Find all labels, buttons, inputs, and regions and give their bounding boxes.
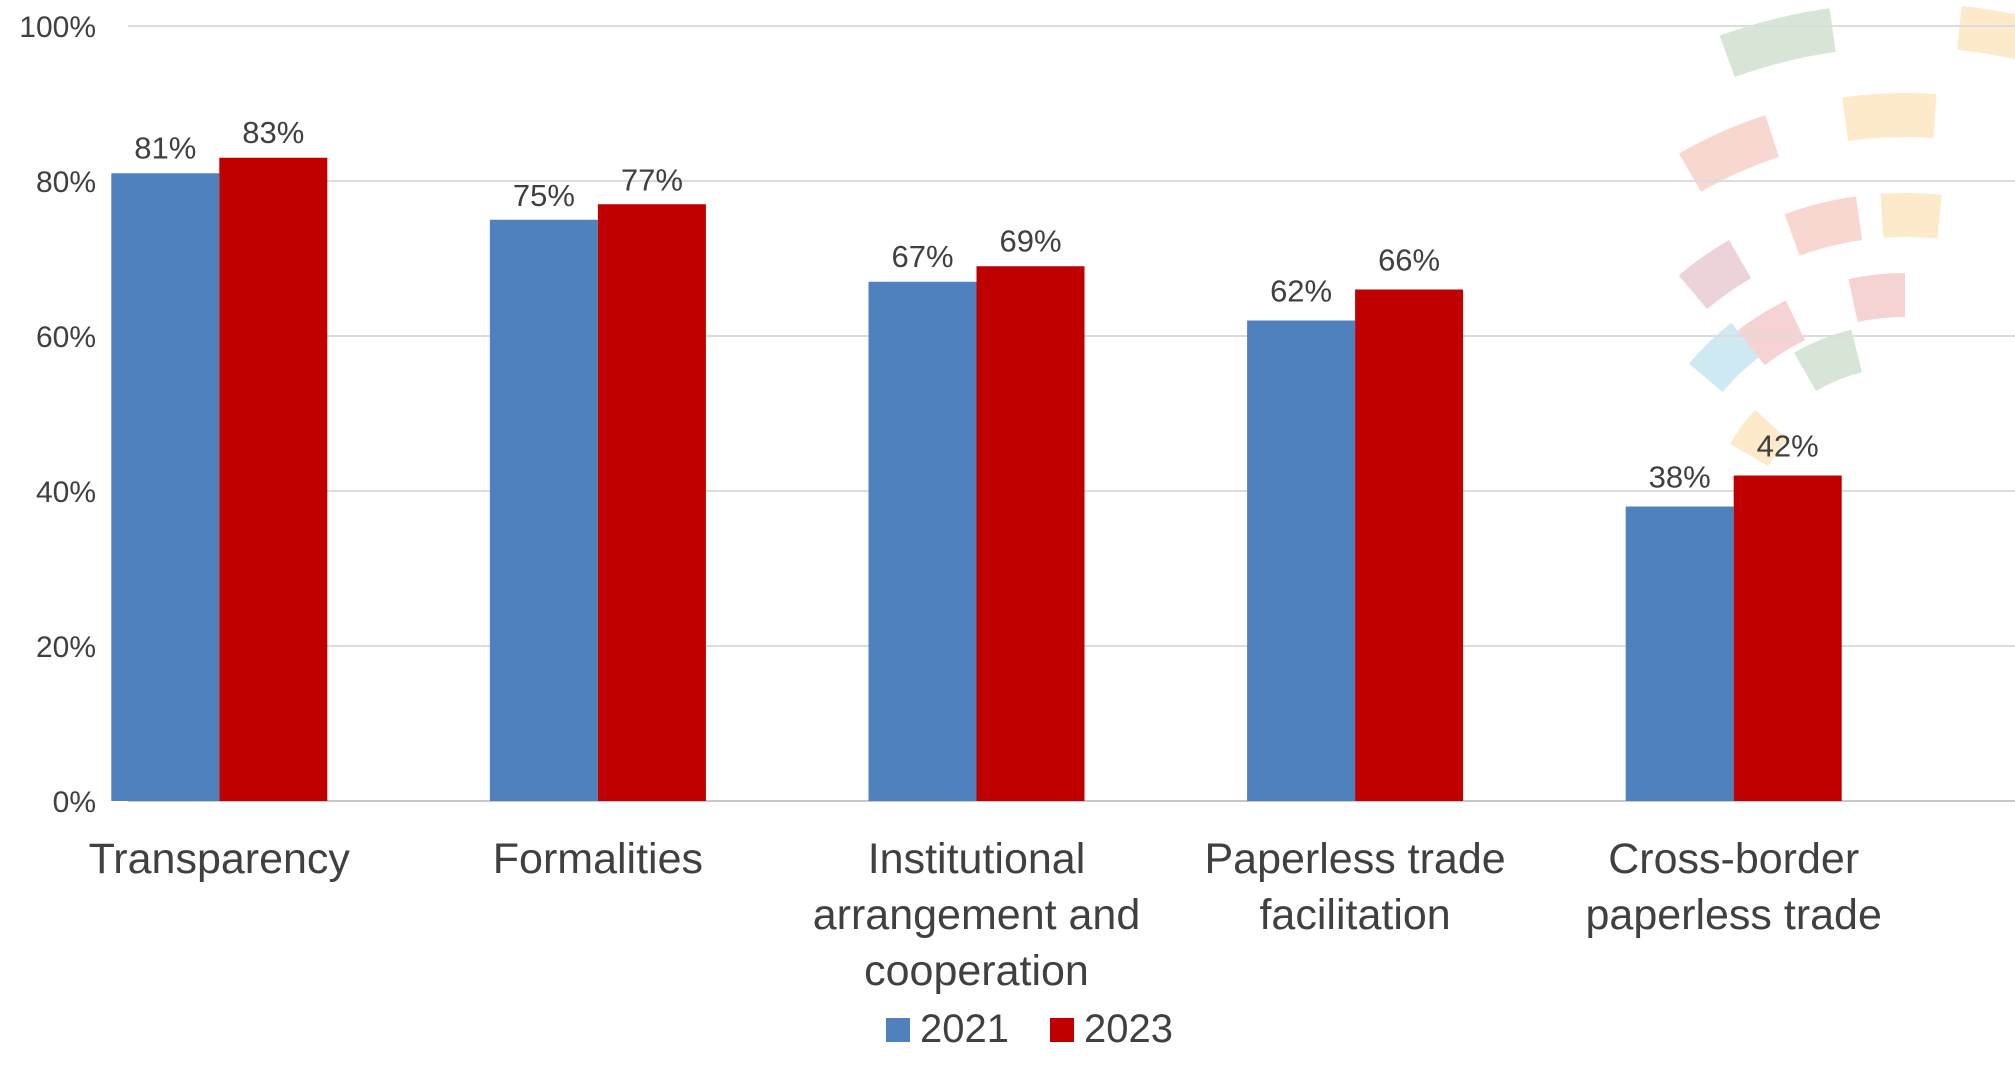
y-tick-label: 100% <box>19 11 96 44</box>
bars <box>111 157 1842 801</box>
data-label: 62% <box>1270 274 1332 309</box>
bar-2021-4 <box>1247 320 1356 801</box>
decorative-arc-1 <box>1956 5 2015 60</box>
data-labels: 81% 83% 75% 77% 67% 69% 62% 66% 38% 42% <box>134 115 1818 495</box>
y-tick-label: 0% <box>53 786 96 819</box>
x-tick-label: Transparency <box>89 835 351 883</box>
decorative-arc-9 <box>1794 329 1863 392</box>
bar-2023-5 <box>1733 475 1842 801</box>
x-tick-label: Institutional arrangement and cooperation <box>813 835 1141 995</box>
decorative-arc-3 <box>1679 115 1780 192</box>
decorative-arc-8 <box>1737 300 1806 366</box>
data-label: 42% <box>1757 429 1819 464</box>
x-tick-label: Cross-border paperless trade <box>1585 835 1881 939</box>
bar-2021-2 <box>489 219 598 801</box>
data-label: 75% <box>513 178 575 213</box>
bar-2021-1 <box>111 173 220 801</box>
x-tick-label: Formalities <box>493 835 703 883</box>
data-label: 69% <box>999 223 1061 258</box>
decorative-arc-2 <box>1842 93 1937 142</box>
data-label: 77% <box>621 162 683 197</box>
decorative-arc-4 <box>1784 196 1863 256</box>
data-label: 38% <box>1649 460 1711 495</box>
y-tick-label: 20% <box>36 631 96 664</box>
data-label: 81% <box>134 130 196 165</box>
legend-label: 2021 <box>920 1007 1009 1051</box>
bar-2023-3 <box>976 266 1085 801</box>
y-axis: 0% 20% 40% 60% 80% 100% <box>19 11 96 819</box>
data-label: 66% <box>1378 243 1440 278</box>
decorative-arcs <box>1678 5 2015 467</box>
decorative-arc-0 <box>1719 8 1836 78</box>
decorative-arc-10 <box>1848 273 1906 323</box>
y-tick-label: 40% <box>36 476 96 509</box>
bar-2023-4 <box>1355 289 1464 801</box>
legend-swatch-2023 <box>1050 1018 1074 1042</box>
data-label: 83% <box>242 115 304 150</box>
data-label: 67% <box>891 239 953 274</box>
x-tick-label: Paperless trade facilitation <box>1205 835 1506 939</box>
x-axis: Transparency Formalities Institutional arra… <box>89 835 1882 995</box>
decorative-arc-11 <box>1730 409 1788 467</box>
legend-swatch-2021 <box>886 1018 910 1042</box>
bar-2021-5 <box>1625 506 1734 801</box>
bar-2023-1 <box>219 157 328 801</box>
decorative-arc-6 <box>1880 193 1942 239</box>
y-tick-label: 80% <box>36 166 96 199</box>
y-tick-label: 60% <box>36 321 96 354</box>
bar-2023-2 <box>597 204 706 801</box>
bar-2021-3 <box>868 281 977 801</box>
legend: 2021 2023 <box>886 1007 1173 1051</box>
decorative-arc-5 <box>1678 240 1752 310</box>
decorative-arc-7 <box>1688 322 1759 393</box>
legend-label: 2023 <box>1084 1007 1173 1051</box>
